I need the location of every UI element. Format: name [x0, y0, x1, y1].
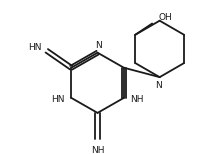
Text: N: N [95, 41, 102, 50]
Text: N: N [155, 81, 162, 90]
Text: HN: HN [28, 43, 41, 52]
Text: OH: OH [158, 13, 172, 22]
Text: NH: NH [91, 146, 104, 154]
Text: NH: NH [130, 95, 144, 104]
Text: HN: HN [51, 95, 65, 104]
